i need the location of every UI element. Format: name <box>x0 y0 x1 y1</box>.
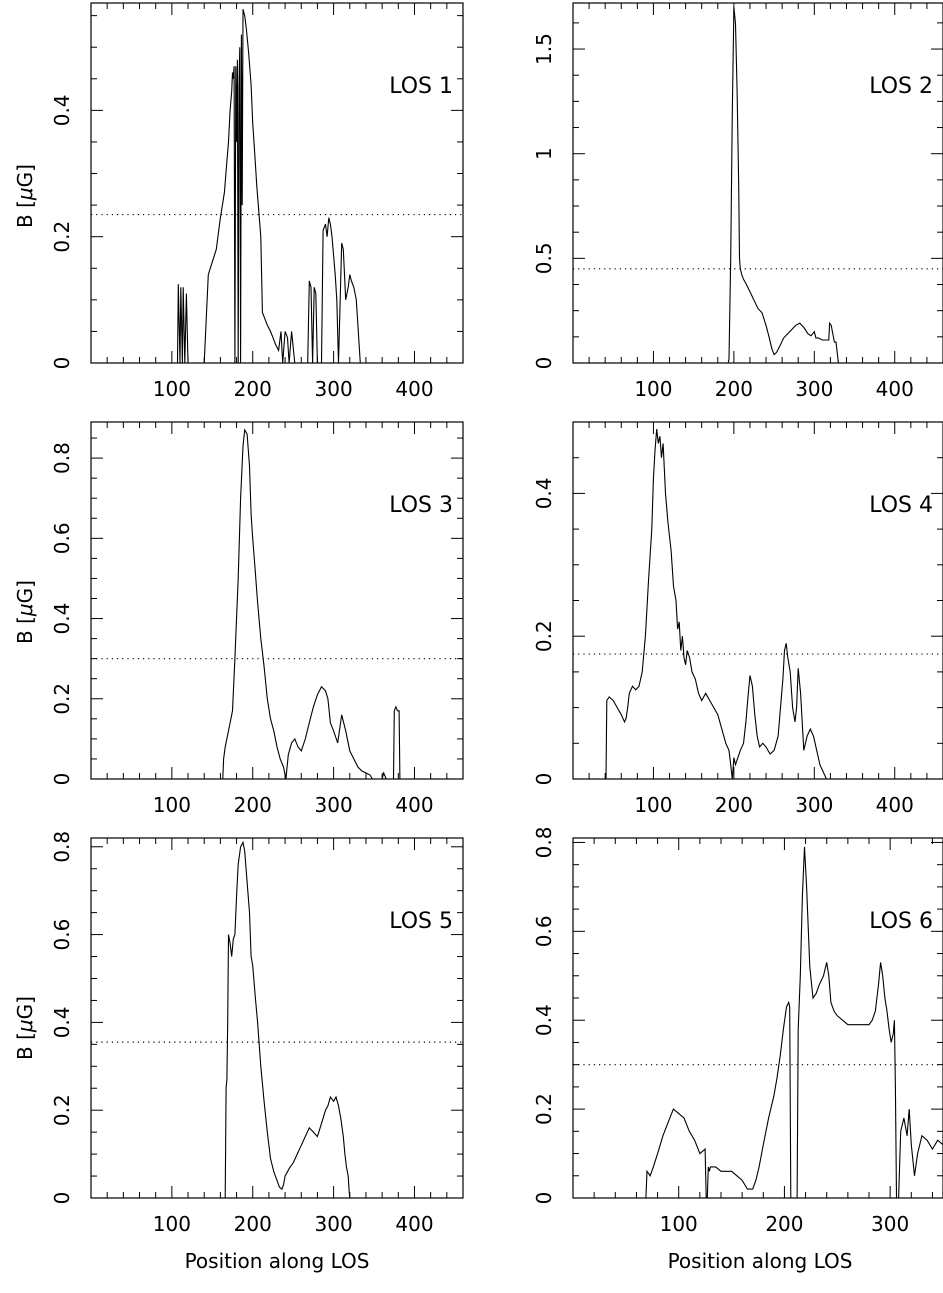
y-axis-title-row3: B [μG] <box>13 996 37 1060</box>
los-label: LOS 5 <box>389 909 453 934</box>
los-profile-line <box>573 7 943 364</box>
los-label: LOS 4 <box>869 493 933 518</box>
x-tick-label: 400 <box>395 1212 433 1236</box>
x-tick-label: 100 <box>153 377 191 401</box>
los-profile-line <box>573 429 943 780</box>
y-tick-label: 0.6 <box>50 919 74 951</box>
los-label: LOS 1 <box>389 74 453 99</box>
x-tick-label: 200 <box>765 1212 803 1236</box>
y-tick-label: 0.6 <box>50 522 74 554</box>
los-profile-line <box>91 9 463 364</box>
y-tick-label: 0.6 <box>532 915 556 947</box>
los-profile-line <box>573 846 943 1199</box>
y-tick-label: 0 <box>50 1192 74 1205</box>
y-tick-label: 0.2 <box>50 1094 74 1126</box>
y-tick-label: 1 <box>532 147 556 160</box>
x-tick-label: 200 <box>715 377 753 401</box>
x-tick-label: 100 <box>153 793 191 817</box>
x-tick-label: 200 <box>234 1212 272 1236</box>
los-label: LOS 2 <box>869 74 933 99</box>
y-tick-label: 0.2 <box>50 683 74 715</box>
y-tick-label: 0 <box>532 773 556 786</box>
y-axis-title-row1: B [μG] <box>13 164 37 228</box>
y-tick-label: 0.5 <box>532 242 556 274</box>
los-label: LOS 3 <box>389 493 453 518</box>
y-tick-label: 0.2 <box>532 620 556 652</box>
plot-frame <box>90 837 464 1199</box>
x-tick-label: 400 <box>395 377 433 401</box>
y-tick-label: 1.5 <box>532 33 556 65</box>
x-tick-label: 200 <box>715 793 753 817</box>
x-tick-label: 200 <box>234 793 272 817</box>
panel-los-6: 100 200 300 0 0.2 0.4 0.6 0.8 LOS 6 <box>532 827 943 1236</box>
y-axis-title-row2: B [μG] <box>13 580 37 644</box>
y-tick-label: 0.8 <box>532 827 556 859</box>
x-tick-label: 100 <box>634 377 672 401</box>
y-tick-label: 0.4 <box>50 1006 74 1038</box>
x-tick-label: 200 <box>234 377 272 401</box>
x-tick-label: 300 <box>315 793 353 817</box>
panel-los-3: 100 200 300 400 0 0.2 0.4 0.6 0.8 LOS 3 <box>50 421 464 817</box>
los-label: LOS 6 <box>869 909 933 934</box>
panel-los-4: 100 200 300 400 0 0.2 0.4 LOS 4 <box>532 421 943 817</box>
x-tick-label: 300 <box>315 377 353 401</box>
y-tick-label: 0.8 <box>50 831 74 863</box>
y-tick-label: 0.8 <box>50 442 74 474</box>
x-tick-label: 300 <box>871 1212 909 1236</box>
plot-frame <box>572 2 943 364</box>
y-tick-label: 0.2 <box>50 221 74 253</box>
x-axis-title-left: Position along LOS <box>185 1249 370 1273</box>
plot-frame <box>90 421 464 780</box>
y-tick-label: 0.2 <box>532 1093 556 1125</box>
los-profile-line <box>91 840 463 1199</box>
y-tick-label: 0 <box>50 357 74 370</box>
y-tick-label: 0.4 <box>532 1004 556 1036</box>
x-tick-label: 100 <box>660 1212 698 1236</box>
y-tick-label: 0.4 <box>532 477 556 509</box>
x-tick-label: 100 <box>634 793 672 817</box>
x-tick-label: 400 <box>876 377 914 401</box>
plot-frame <box>572 421 943 780</box>
panel-los-1: 100 200 300 400 0 0.2 0.4 LOS 1 <box>50 2 464 401</box>
x-axis-title-right: Position along LOS <box>668 1249 853 1273</box>
y-tick-label: 0 <box>532 1192 556 1205</box>
x-tick-label: 300 <box>795 793 833 817</box>
panel-los-2: 100 200 300 400 0 0.5 1 1.5 LOS 2 <box>532 2 943 401</box>
y-tick-label: 0.4 <box>50 603 74 635</box>
los-profile-line <box>91 428 463 780</box>
y-tick-label: 0.4 <box>50 94 74 126</box>
y-tick-label: 0 <box>50 773 74 786</box>
plot-frame <box>90 2 464 364</box>
plot-frame <box>572 837 943 1199</box>
x-tick-label: 300 <box>795 377 833 401</box>
y-tick-label: 0 <box>532 357 556 370</box>
x-tick-label: 400 <box>395 793 433 817</box>
panel-los-5: 100 200 300 400 0 0.2 0.4 0.6 0.8 LOS 5 <box>50 831 464 1236</box>
x-tick-label: 400 <box>876 793 914 817</box>
x-tick-label: 100 <box>153 1212 191 1236</box>
x-tick-label: 300 <box>315 1212 353 1236</box>
